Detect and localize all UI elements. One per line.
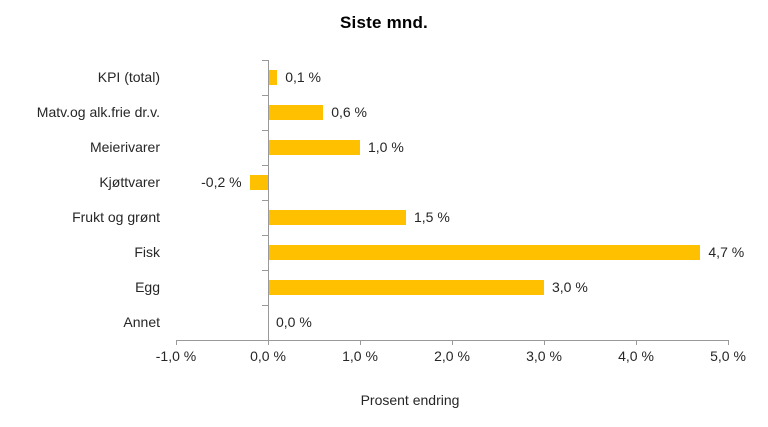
x-axis-tick xyxy=(268,340,269,345)
category-label: Annet xyxy=(123,314,160,330)
category-label: Fisk xyxy=(134,244,160,260)
category-tick xyxy=(262,305,268,306)
y-axis-line xyxy=(268,60,269,345)
bar xyxy=(249,175,268,190)
bar xyxy=(268,140,360,155)
x-axis-title: Prosent endring xyxy=(360,392,460,408)
bar-value-label: 0,6 % xyxy=(331,104,367,120)
bar-value-label: 3,0 % xyxy=(552,279,588,295)
x-axis-tick xyxy=(176,340,177,345)
category-label: Kjøttvarer xyxy=(99,174,160,190)
x-tick-label: 2,0 % xyxy=(434,348,470,364)
bar-value-label: 1,0 % xyxy=(368,139,404,155)
category-tick xyxy=(262,200,268,201)
x-axis-tick xyxy=(452,340,453,345)
bar xyxy=(268,70,278,85)
bar xyxy=(268,245,701,260)
x-tick-label: 5,0 % xyxy=(710,348,746,364)
category-label: Frukt og grønt xyxy=(72,209,160,225)
x-axis-tick xyxy=(360,340,361,345)
category-tick xyxy=(262,95,268,96)
x-tick-label: 4,0 % xyxy=(618,348,654,364)
category-tick xyxy=(262,60,268,61)
category-tick xyxy=(262,130,268,131)
bar-value-label: 4,7 % xyxy=(708,244,745,260)
bar xyxy=(268,210,406,225)
category-label: Matv.og alk.frie dr.v. xyxy=(36,104,160,120)
x-axis-tick xyxy=(728,340,729,345)
x-axis-tick xyxy=(544,340,545,345)
category-tick xyxy=(262,235,268,236)
chart-title: Siste mnd. xyxy=(340,13,428,32)
category-tick xyxy=(262,165,268,166)
bar-value-label: 0,1 % xyxy=(285,69,321,85)
x-tick-label: -1,0 % xyxy=(155,348,197,364)
x-tick-label: 3,0 % xyxy=(526,348,562,364)
x-tick-label: 1,0 % xyxy=(342,348,378,364)
bar xyxy=(268,105,324,120)
bar-value-label: 0,0 % xyxy=(276,314,312,330)
x-tick-label: 0,0 % xyxy=(250,348,286,364)
bar xyxy=(268,280,544,295)
category-tick xyxy=(262,270,268,271)
category-label: KPI (total) xyxy=(97,69,160,85)
category-label: Meierivarer xyxy=(89,139,160,155)
x-axis-tick xyxy=(636,340,637,345)
bar-value-label: 1,5 % xyxy=(414,209,450,225)
bar-value-label: -0,2 % xyxy=(201,174,242,190)
category-label: Egg xyxy=(135,279,160,295)
